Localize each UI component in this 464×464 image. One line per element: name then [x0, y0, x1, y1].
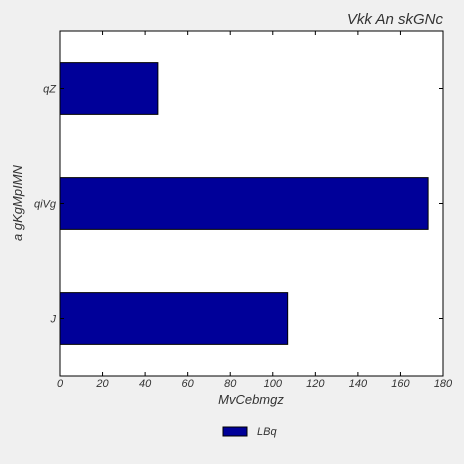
x-axis: 0 20 40 60 80 100 120 140 160 180 — [57, 31, 453, 390]
legend: LBq — [222, 426, 277, 438]
y-axis: qZ qiVg J — [34, 84, 443, 326]
y-axis-label: a gKgMpIMN — [10, 164, 25, 240]
x-tick-label-4: 80 — [224, 378, 237, 390]
legend-label: LBq — [257, 426, 277, 438]
x-tick-label-1: 20 — [95, 378, 109, 390]
x-tick-label-5: 100 — [264, 378, 283, 390]
chart-title: Vkk An skGNc — [347, 11, 444, 28]
bars-layer — [59, 62, 429, 345]
bar-2 — [59, 292, 289, 345]
x-tick-label-2: 40 — [139, 378, 152, 390]
bar-0 — [59, 62, 159, 115]
x-axis-label: MvCebmgz — [218, 392, 284, 407]
x-tick-label-7: 140 — [349, 378, 368, 390]
y-tick-label-1: qiVg — [34, 199, 57, 211]
x-tick-label-9: 180 — [434, 378, 453, 390]
legend-swatch — [222, 426, 248, 437]
x-tick-label-0: 0 — [57, 378, 64, 390]
y-tick-label-2: J — [50, 314, 57, 326]
y-tick-label-0: qZ — [43, 84, 57, 96]
x-tick-label-8: 160 — [391, 378, 410, 390]
bar-1 — [59, 177, 429, 230]
x-tick-label-6: 120 — [306, 378, 325, 390]
x-tick-label-3: 60 — [182, 378, 195, 390]
